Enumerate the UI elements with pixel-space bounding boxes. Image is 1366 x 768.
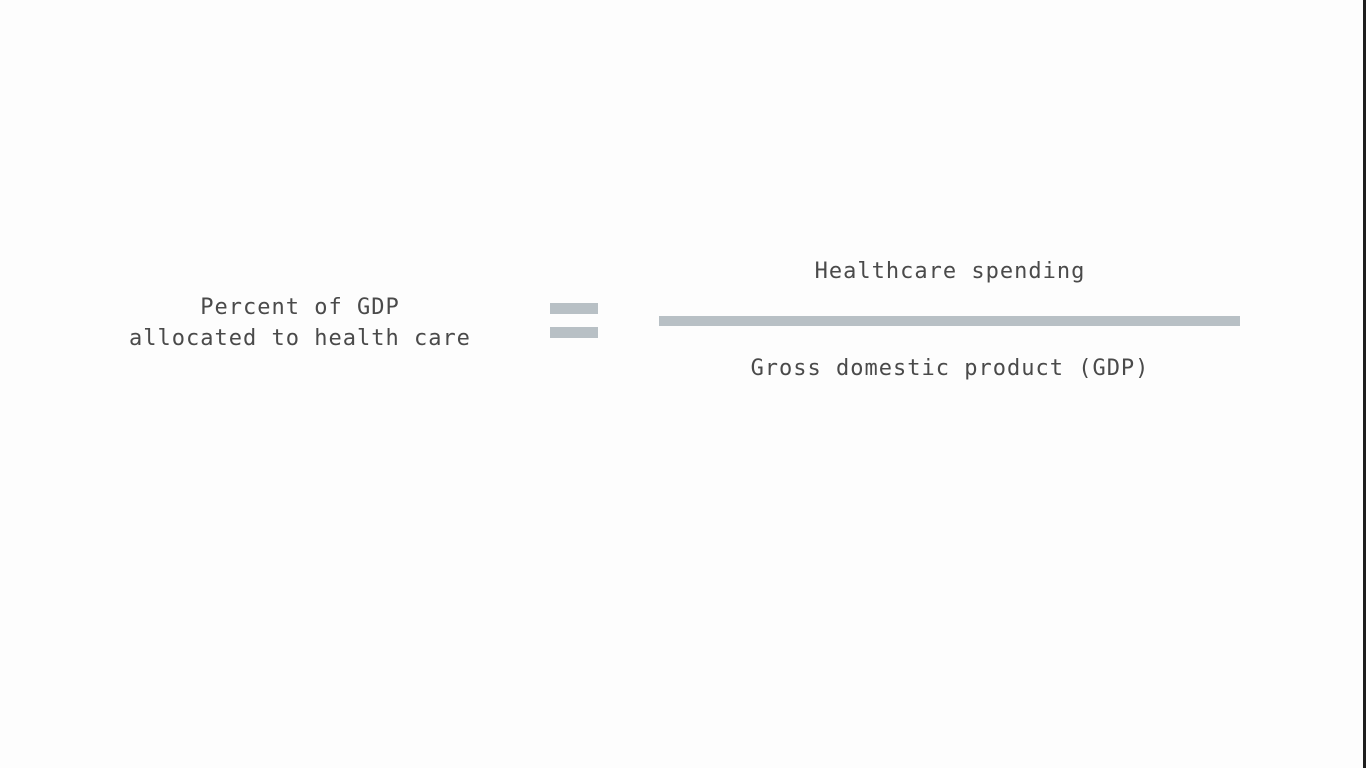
equals-sign-top-bar bbox=[550, 303, 598, 314]
formula-left-side: Percent of GDP allocated to health care bbox=[100, 292, 500, 354]
lhs-line-1: Percent of GDP bbox=[200, 295, 400, 320]
fraction-bar bbox=[659, 316, 1240, 326]
lhs-line-2: allocated to health care bbox=[129, 326, 471, 351]
equals-sign-bottom-bar bbox=[550, 327, 598, 338]
window-right-edge bbox=[1363, 0, 1366, 768]
fraction-numerator: Healthcare spending bbox=[814, 259, 1086, 284]
fraction-denominator: Gross domestic product (GDP) bbox=[750, 356, 1150, 381]
